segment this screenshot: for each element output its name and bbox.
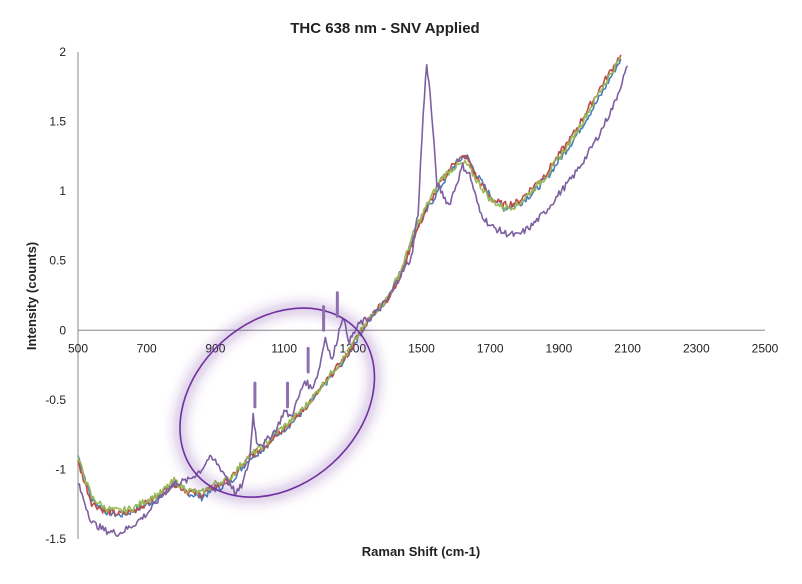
y-tick-label: 2 [59,45,66,59]
x-tick-label: 1500 [408,341,435,355]
x-tick-label: 1900 [546,341,573,355]
x-tick-label: 2100 [614,341,641,355]
x-tick-label: 2500 [752,341,779,355]
y-axis-title: Intensity (counts) [24,242,39,350]
y-tick-label: 0 [59,323,66,337]
x-tick-label: 2300 [683,341,710,355]
y-tick-labels: -1.5 -1 -0.5 0 0.5 1 1.5 2 [45,45,66,546]
y-tick-label: 1.5 [49,115,66,129]
highlight-ellipse [179,307,376,498]
y-tick-label: 0.5 [49,254,66,268]
y-tick-label: -1.5 [45,532,66,546]
y-tick-label: 1 [59,184,66,198]
x-tick-label: 1100 [271,341,297,355]
x-tick-label: 1700 [477,341,504,355]
y-tick-label: -0.5 [45,393,66,407]
y-tick-label: -1 [55,462,66,476]
x-tick-labels: 500 700 900 1100 1300 1500 1700 1900 2100 2300 250… [68,341,779,355]
series-line-3 [77,56,622,514]
x-tick-label: 700 [137,341,157,355]
series-lines [77,54,629,537]
x-tick-label: 500 [68,341,88,355]
x-axis-title: Raman Shift (cm-1) [362,544,480,559]
chart-title: THC 638 nm - SNV Applied [290,20,479,37]
annotations [175,291,380,503]
